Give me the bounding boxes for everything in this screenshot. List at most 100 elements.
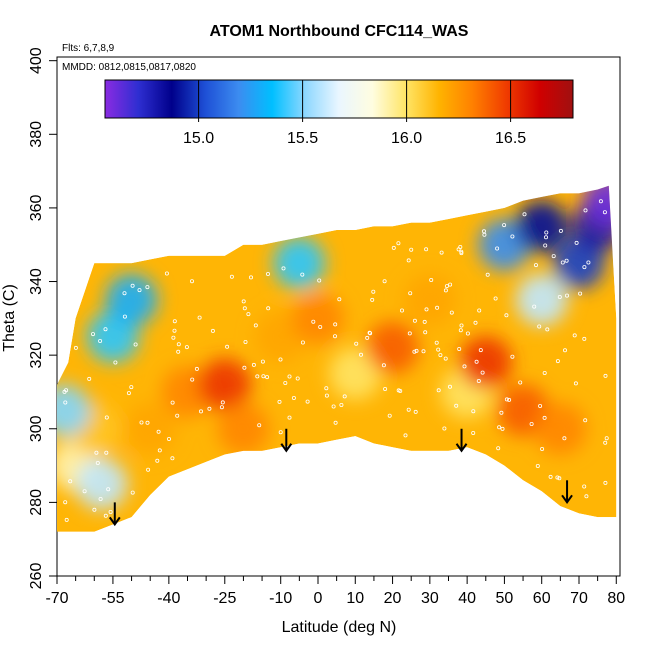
sample-point [560,260,565,265]
sample-point [63,500,68,505]
x-tick-label: 70 [570,590,588,607]
sample-point [565,293,570,298]
sample-point [586,260,591,265]
sample-point [543,243,548,248]
sample-point [598,199,603,204]
sample-point [157,448,162,453]
sample-point [507,397,512,402]
sample-point [371,289,376,294]
x-tick-label: 50 [496,590,514,607]
sample-point [318,324,323,329]
sample-point [337,297,342,302]
x-tick-label: -10 [269,590,292,607]
sample-point [155,458,160,463]
sample-point [190,377,195,382]
sample-point [113,360,118,365]
sample-point [504,313,509,318]
x-tick-label: 40 [458,590,476,607]
sample-points [62,199,609,522]
sample-point [73,345,78,350]
sample-point [564,258,569,263]
sample-point [283,380,288,385]
sample-point [365,335,370,340]
sample-point [207,406,212,411]
y-tick-label: 280 [28,489,45,516]
sample-point [246,312,251,317]
sample-point [442,426,447,431]
field-blob [515,273,568,326]
x-tick-label: 10 [346,590,364,607]
y-tick-label: 360 [28,194,45,221]
sample-point [406,407,411,412]
x-tick-label: -55 [101,590,124,607]
sample-point [108,509,113,514]
field-blob [582,185,617,227]
field-blob [459,336,512,389]
field-blob [217,402,270,455]
sample-point [300,272,305,277]
sample-point [381,363,386,368]
field-blob [105,273,158,326]
sample-point [287,374,292,379]
sample-point [278,357,283,362]
field-blob [534,402,587,455]
sample-point [176,342,181,347]
sample-point [91,332,96,337]
sample-point [63,400,68,405]
sample-point [229,274,234,279]
sample-point [471,409,476,414]
sample-point [406,258,411,263]
sample-point [478,348,483,353]
sample-point [170,400,175,405]
sample-point [537,324,542,329]
sample-point [277,399,282,404]
sample-point [558,228,563,233]
sample-point [423,330,428,335]
sample-point [197,315,202,320]
sample-point [602,210,607,215]
sample-point [436,347,441,352]
sample-point [198,409,203,414]
sample-point [324,386,329,391]
sample-point [408,291,413,296]
sample-point [175,413,180,418]
mmdd-label: MMDD: 0812,0815,0817,0820 [62,62,196,73]
sample-point [333,322,338,327]
sample-point [436,388,441,393]
sample-point [98,496,103,501]
sample-point [324,393,329,398]
field-blob [198,358,251,411]
sample-point [535,463,540,468]
arrow-marker [108,502,121,527]
sample-point [522,212,527,217]
sample-point [287,415,292,420]
sample-point [557,294,562,299]
sample-point [145,420,150,425]
sample-point [184,345,189,350]
x-tick-label: 0 [314,590,323,607]
sample-point [438,353,443,358]
sample-point [480,370,485,375]
colorbar-tick-label: 16.0 [391,130,422,147]
field-blob [329,347,382,400]
sample-point [242,365,247,370]
sample-point [443,356,448,361]
sample-point [220,400,225,405]
sample-point [342,394,347,399]
sample-point [473,320,478,325]
sample-point [241,299,246,304]
sample-point [391,245,396,250]
sample-point [454,403,459,408]
sample-point [260,359,265,364]
sample-point [545,327,550,332]
sample-point [399,308,404,313]
sample-point [253,323,258,328]
sample-point [557,476,562,481]
sample-point [242,306,247,311]
sample-point [424,307,429,312]
sample-point [295,376,300,381]
sample-point [413,409,418,414]
sample-point [370,297,375,302]
sample-point [354,341,359,346]
sample-point [398,388,403,393]
